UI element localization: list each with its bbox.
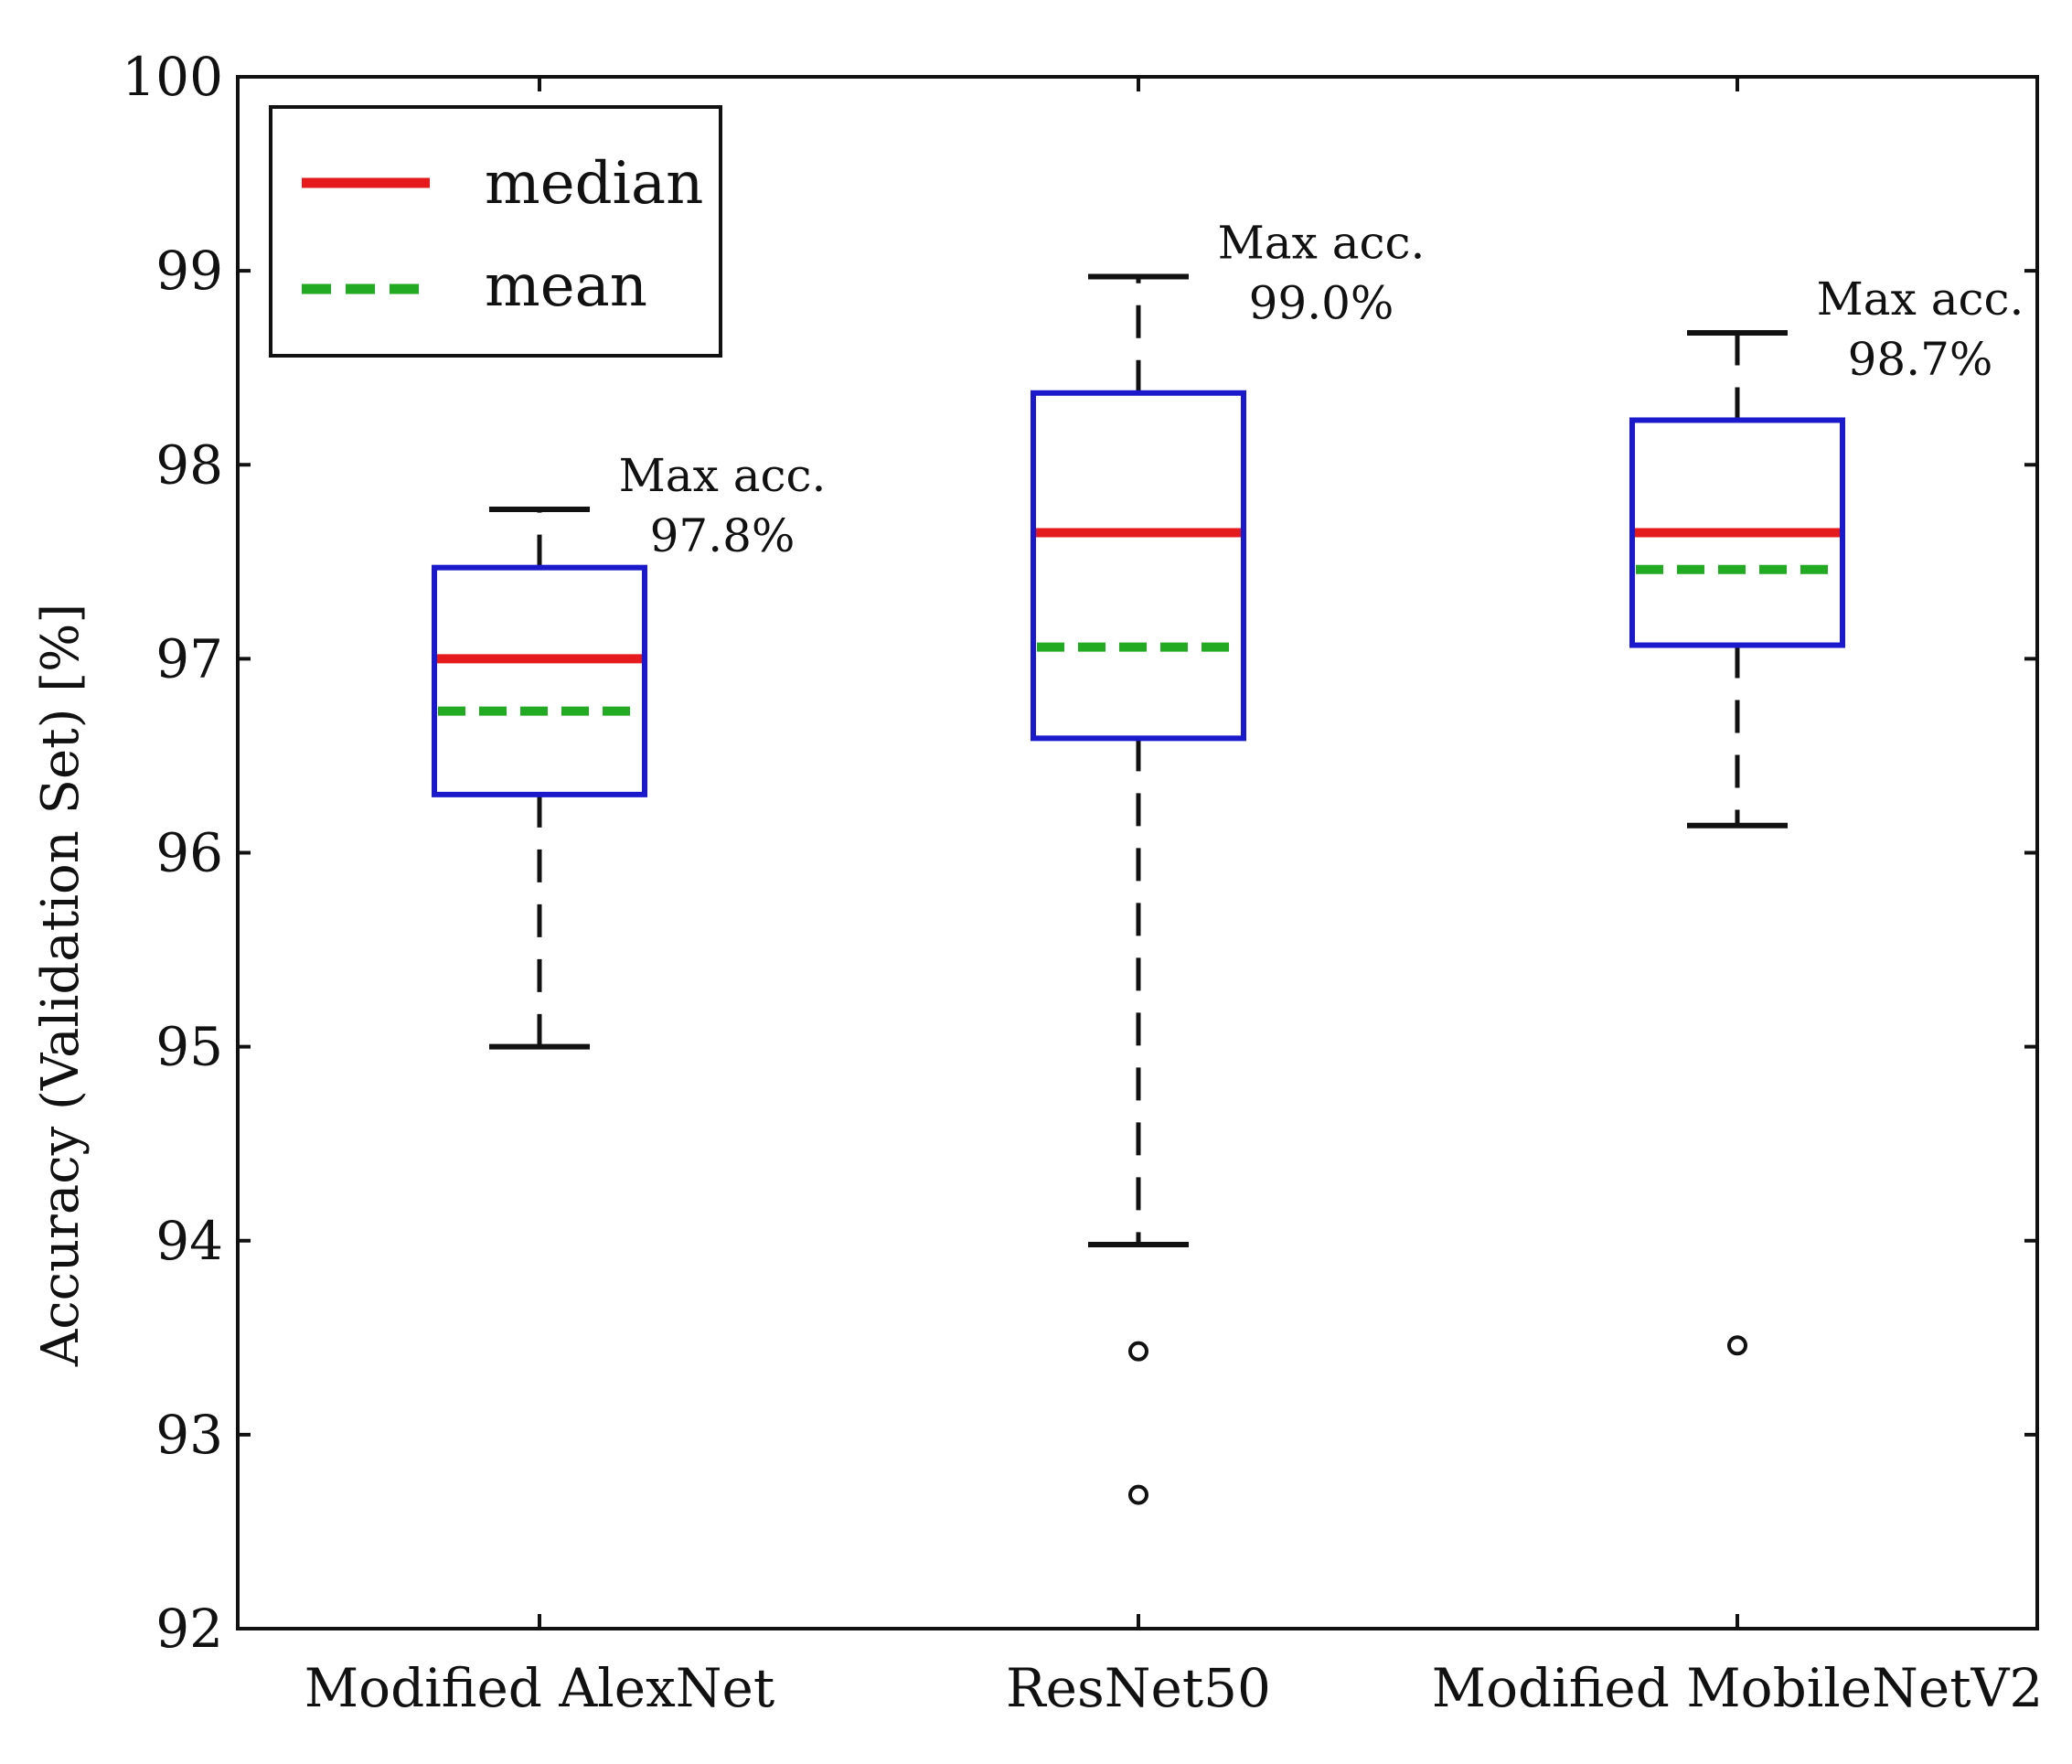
x-tick-label: ResNet50 xyxy=(1006,1657,1271,1719)
max-acc-value: 97.8% xyxy=(650,509,796,562)
outlier-point xyxy=(1727,1335,1747,1356)
y-axis: 92 93 94 95 96 97 98 99 100 xyxy=(122,46,2037,1660)
x-tick-label: Modified MobileNetV2 xyxy=(1432,1657,2044,1719)
legend: median mean xyxy=(269,105,722,358)
y-tick-label: 100 xyxy=(122,46,223,108)
y-axis-title: Accuracy (Validation Set) [%] xyxy=(31,604,91,1367)
legend-median-label: median xyxy=(485,150,703,218)
iqr-box xyxy=(1031,390,1246,742)
y-tick-label: 97 xyxy=(155,627,223,690)
box-modified-alexnet xyxy=(432,507,647,1050)
y-tick-label: 98 xyxy=(155,433,223,496)
annotations: Max acc. 97.8% Max acc. 99.0% Max acc. 98.7% xyxy=(619,216,2024,562)
y-tick-label: 96 xyxy=(155,822,223,884)
boxes xyxy=(432,273,1845,1505)
y-tick-label: 94 xyxy=(155,1210,223,1272)
box-resnet50 xyxy=(1031,273,1246,1505)
y-tick-label: 99 xyxy=(155,240,223,302)
max-acc-label: Max acc. xyxy=(619,449,827,502)
box-modified-mobilenetv2 xyxy=(1629,330,1845,1356)
max-acc-label: Max acc. xyxy=(1817,273,2024,326)
outlier-point xyxy=(1128,1484,1148,1505)
max-acc-value: 99.0% xyxy=(1249,276,1394,329)
y-tick-label: 95 xyxy=(155,1016,223,1078)
legend-box xyxy=(269,105,722,358)
legend-mean-label: mean xyxy=(485,252,647,320)
iqr-box xyxy=(432,564,647,797)
x-axis: Modified AlexNet ResNet50 Modified MobileN… xyxy=(304,77,2044,1719)
y-tick-label: 92 xyxy=(155,1598,223,1660)
y-tick-label: 93 xyxy=(155,1404,223,1466)
max-acc-label: Max acc. xyxy=(1218,216,1426,269)
outlier-point xyxy=(1128,1341,1148,1362)
x-tick-label: Modified AlexNet xyxy=(304,1657,774,1719)
max-acc-value: 98.7% xyxy=(1848,333,1993,386)
